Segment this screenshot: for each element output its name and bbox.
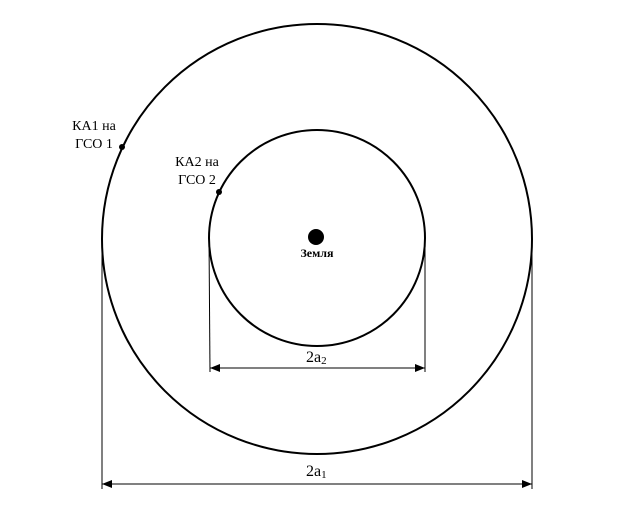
inner-dimension-label: 2a2 (306, 349, 327, 367)
ka1-satellite (119, 144, 125, 150)
ka1-label-line1: КА1 на (72, 119, 116, 134)
earth-marker (308, 229, 324, 245)
ka2-satellite (216, 189, 222, 195)
earth-label: Земля (300, 246, 334, 260)
inner-extension-left (208, 237, 211, 373)
outer-dimension-label: 2a1 (306, 463, 327, 481)
ka2-label-line2: ГСО 2 (178, 173, 216, 188)
ka2-label-line1: КА2 на (175, 155, 219, 170)
ka1-label-line2: ГСО 1 (75, 137, 113, 152)
